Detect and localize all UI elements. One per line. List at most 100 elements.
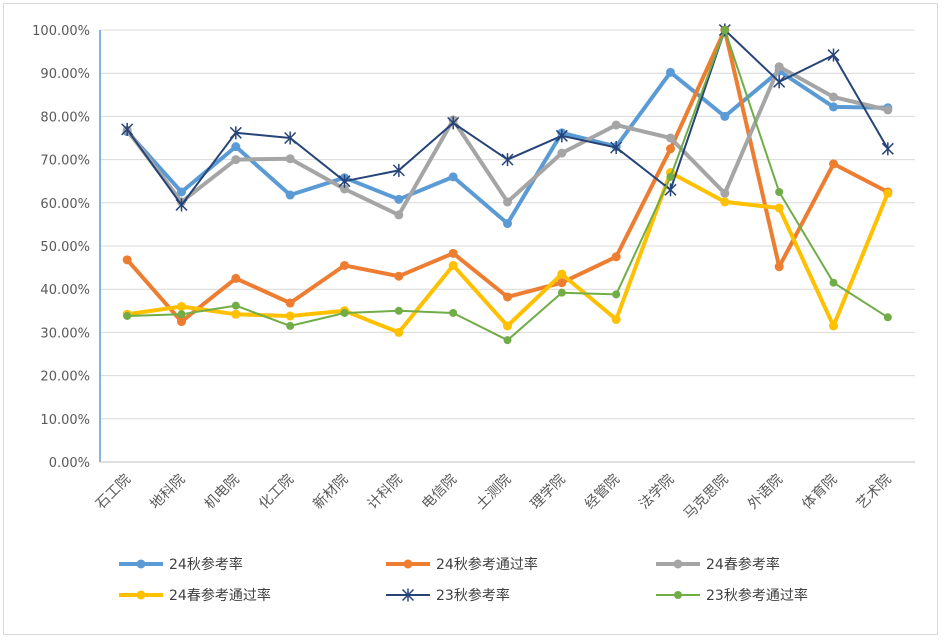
legend-marker	[136, 559, 146, 569]
data-point	[394, 210, 404, 220]
data-point	[883, 313, 892, 322]
data-point	[394, 271, 404, 281]
data-point	[774, 62, 784, 72]
data-point	[286, 321, 295, 330]
x-tick-label: 化工院	[256, 472, 297, 513]
legend-label: 24春参考率	[706, 556, 780, 573]
data-point	[448, 248, 458, 258]
data-point	[774, 203, 784, 213]
series-line	[125, 64, 890, 217]
data-point	[177, 317, 186, 327]
data-point	[666, 144, 675, 154]
x-tick-label: 计科院	[365, 472, 406, 513]
data-point	[177, 187, 186, 197]
y-tick-label: 50.00%	[40, 240, 90, 255]
data-point	[338, 174, 351, 188]
x-tick-label: 石工院	[93, 472, 134, 513]
x-tick-label: 体育院	[799, 472, 840, 513]
data-point	[611, 252, 621, 262]
data-point	[392, 163, 405, 177]
data-point	[231, 142, 241, 152]
data-point	[394, 327, 404, 337]
x-tick-label: 新材院	[310, 472, 351, 513]
legend-marker	[673, 559, 683, 569]
data-point	[449, 308, 458, 317]
data-point	[557, 269, 567, 279]
data-point	[394, 194, 404, 204]
x-tick-label: 经管院	[582, 472, 623, 513]
data-point	[285, 298, 295, 308]
legend-item: 23秋参考率	[386, 587, 510, 604]
data-point	[829, 92, 838, 102]
data-point	[557, 278, 567, 288]
y-tick-label: 90.00%	[40, 67, 90, 82]
data-point	[883, 188, 893, 198]
data-point	[883, 105, 893, 115]
legend-marker	[136, 590, 146, 600]
data-point	[231, 155, 241, 165]
x-tick-label: 艺术院	[854, 472, 895, 513]
x-tick-label: 地科院	[147, 472, 188, 513]
data-point	[123, 311, 132, 320]
legend-label: 23秋参考率	[436, 587, 510, 604]
data-point	[720, 197, 730, 207]
data-point	[177, 310, 186, 319]
y-tick-label: 20.00%	[40, 370, 90, 385]
data-point	[775, 188, 784, 196]
x-tick-label: 土测院	[473, 472, 514, 513]
data-point	[555, 129, 568, 143]
x-tick-label: 电信院	[419, 472, 460, 513]
data-point	[231, 273, 241, 283]
data-point	[829, 278, 838, 287]
data-point	[827, 48, 840, 62]
data-point	[231, 301, 240, 310]
data-point	[829, 102, 838, 112]
data-point	[284, 131, 297, 145]
chart-frame: 0.00% 10.00% 20.00% 30.00% 40.00% 50.00% 60.00…	[3, 3, 938, 635]
data-point	[394, 306, 403, 315]
legend-label: 24秋参考通过率	[436, 556, 538, 573]
data-point	[773, 75, 786, 89]
data-point	[501, 153, 514, 167]
data-point	[448, 260, 458, 270]
data-point	[612, 290, 621, 299]
data-point	[720, 111, 730, 121]
data-point	[503, 219, 512, 229]
data-point	[666, 133, 675, 143]
x-tick-label: 马克思院	[681, 472, 732, 523]
x-tick-label: 机电院	[202, 472, 243, 513]
data-point	[340, 184, 349, 194]
data-point	[231, 309, 241, 319]
y-tick-label: 80.00%	[40, 110, 90, 125]
x-tick-label: 法学院	[636, 472, 677, 513]
data-point	[285, 190, 295, 200]
legend-label: 24春参考通过率	[169, 587, 271, 604]
data-point	[503, 292, 512, 302]
legend-marker	[403, 559, 413, 569]
data-point	[121, 122, 134, 136]
data-point	[829, 321, 838, 331]
data-point	[720, 26, 729, 34]
legend-marker	[401, 588, 415, 602]
y-tick-label: 60.00%	[40, 197, 90, 212]
y-tick-label: 0.00%	[49, 456, 90, 471]
x-tick-label: 理学院	[528, 472, 569, 513]
data-point	[881, 142, 894, 156]
legend-item: 24春参考率	[656, 556, 780, 573]
x-tick-label: 外语院	[745, 472, 786, 513]
data-point	[447, 116, 460, 130]
data-point	[448, 172, 458, 182]
legend-marker	[674, 591, 682, 599]
legend: 24秋参考率 24秋参考通过率 24春参考率 24春参考通过率 23秋参考率 23秋参考通…	[119, 556, 808, 604]
y-tick-label: 30.00%	[40, 326, 90, 341]
data-point	[177, 301, 186, 311]
data-point	[774, 262, 784, 272]
data-point	[175, 198, 188, 212]
data-point	[666, 172, 675, 181]
data-point	[610, 141, 623, 155]
data-point	[720, 188, 730, 198]
data-point	[229, 126, 242, 140]
legend-label: 23秋参考通过率	[706, 587, 808, 604]
data-point	[503, 197, 512, 207]
y-tick-label: 10.00%	[40, 413, 90, 428]
